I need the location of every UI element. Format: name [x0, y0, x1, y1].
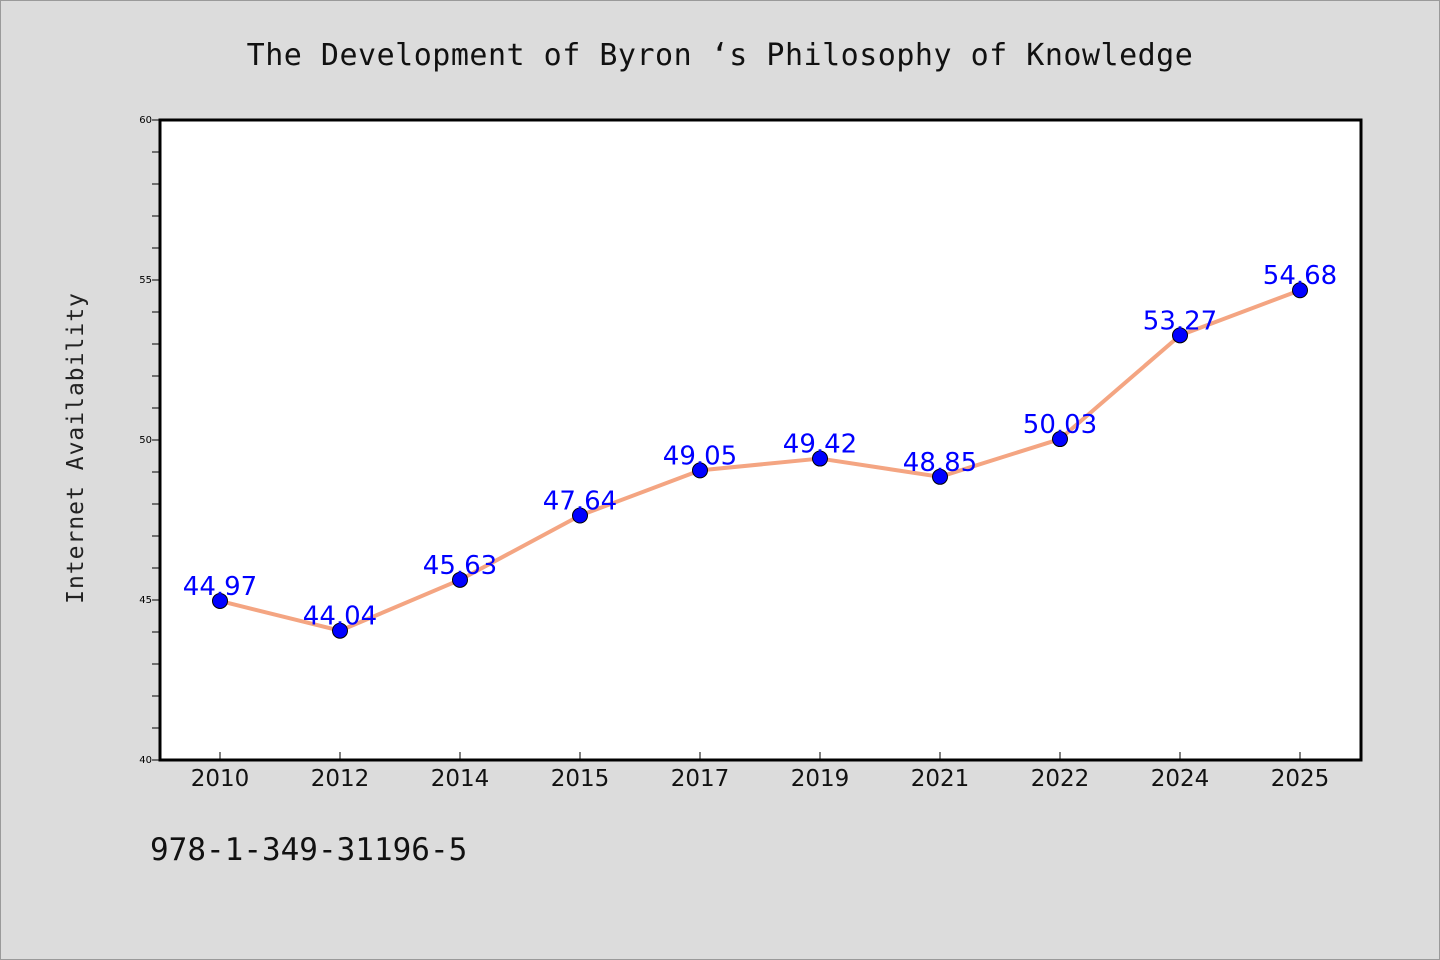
x-tick-label: 2021: [911, 766, 970, 792]
y-axis-ticks: 40 45 50 55 60: [139, 115, 160, 766]
data-point: [812, 450, 828, 467]
data-label: 44.04: [303, 602, 377, 632]
x-tick-label: 2022: [1031, 766, 1090, 792]
x-tick-label: 2015: [551, 766, 610, 792]
series-line: [218, 288, 1302, 633]
x-tick-label: 2025: [1271, 766, 1330, 792]
x-tick-label: 2024: [1151, 766, 1210, 792]
data-point: [1052, 431, 1068, 448]
data-label: 45.63: [423, 551, 497, 581]
x-tick-label: 2019: [791, 766, 850, 792]
data-label: 50.03: [1023, 410, 1097, 440]
data-points: [212, 282, 1308, 639]
data-label: 54.68: [1263, 261, 1337, 291]
data-point: [452, 571, 468, 588]
data-point: [932, 468, 948, 485]
data-labels: 44.97 44.04 45.63 47.64 49.05 49.42 48.85 50.03…: [183, 261, 1337, 631]
data-label: 44.97: [183, 572, 257, 602]
x-tick-label: 2010: [191, 766, 250, 792]
data-label: 49.42: [783, 430, 857, 460]
x-tick-label: 2017: [671, 766, 730, 792]
chart-title: The Development of Byron ‘s Philosophy o…: [246, 38, 1194, 73]
series-polyline: [218, 288, 1302, 633]
data-point: [572, 507, 588, 524]
y-tick-label: 55: [139, 275, 152, 286]
x-tick-label: 2014: [431, 766, 490, 792]
data-point: [1172, 327, 1188, 344]
y-tick-label: 50: [139, 435, 152, 446]
x-axis-ticks: 2010 2012 2014 2015 2017 2019 2021 2022 2024 2025: [191, 752, 1330, 792]
data-label: 47.64: [543, 487, 617, 517]
plot-border: [158, 118, 1363, 762]
data-point: [332, 622, 348, 639]
y-tick-label: 40: [139, 755, 152, 766]
plot-area: [160, 120, 1361, 760]
isbn-text: 978-1-349-31196-5: [150, 832, 468, 868]
y-tick-label: 45: [139, 595, 152, 606]
y-tick-label: 60: [139, 115, 152, 126]
data-label: 53.27: [1143, 306, 1217, 336]
data-point: [212, 592, 228, 609]
data-point: [1292, 282, 1308, 299]
data-label: 49.05: [663, 441, 737, 471]
data-label: 48.85: [903, 448, 977, 478]
data-point: [692, 462, 708, 479]
x-tick-label: 2012: [311, 766, 370, 792]
